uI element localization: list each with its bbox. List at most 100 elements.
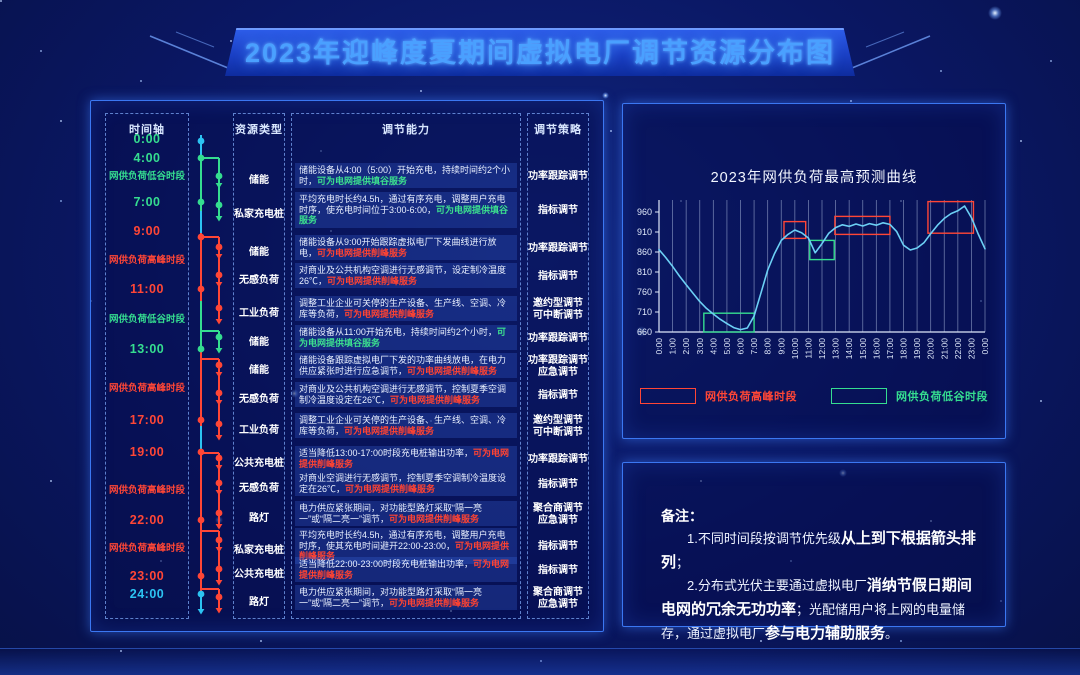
capability-row: 调整工业企业可关停的生产设备、生产线、空调、冷库等负荷，可为电网提供削峰服务: [295, 413, 517, 438]
period-label: 网供负荷高峰时段: [108, 543, 185, 554]
legend-item: 网供负荷低谷时段: [831, 388, 988, 404]
timeline-node: [215, 361, 223, 369]
capability-row: 储能设备从9:00开始跟踪虚拟电厂下发曲线进行放电，可为电网提供削峰服务: [295, 235, 517, 260]
capability-highlight: 可为电网提供填谷服务: [299, 327, 506, 348]
notes-panel: 备注： 1.不同时间段按调节优先级从上到下根据箭头排列； 2.分布式光伏主要通过虚…: [622, 462, 1006, 642]
strategy-line: 邀约型调节: [533, 414, 583, 426]
strategy-label: 功率跟踪调节: [523, 333, 593, 345]
resource-label: 储能: [249, 174, 269, 186]
capability-text: 对商业及公共机构空调进行无感调节，设定制冷温度26℃，: [299, 265, 507, 286]
capability-highlight: 可为电网提供填谷服务: [299, 204, 509, 226]
period-label: 网供负荷低谷时段: [108, 314, 185, 325]
strategy-label: 指标调节: [523, 205, 593, 217]
y-tick-label: 710: [637, 307, 652, 317]
notes-title: 备注：: [661, 508, 703, 524]
x-tick-label: 2:00: [681, 338, 691, 355]
strategy-line: 指标调节: [538, 478, 578, 490]
arrow-down-icon: [215, 183, 223, 189]
resource-label: 私家充电桩: [234, 544, 284, 556]
strategy-label: 功率跟踪调节: [523, 171, 593, 183]
timeline-node: [215, 509, 223, 517]
capability-text: 电力供应紧张期间，对功能型路灯采取“隔一亮一”或“隔二亮一”调节，: [299, 503, 482, 524]
arrow-down-icon: [215, 524, 223, 530]
y-tick-label: 960: [637, 207, 652, 217]
arrow-down-icon: [215, 216, 223, 222]
resource-type-header: 资源类型: [235, 124, 283, 136]
capability-text: 储能设备跟踪虚拟电厂下发的功率曲线放电，在电力供应紧张时进行应急调节，: [299, 355, 507, 376]
capability-row: 电力供应紧张期间，对功能型路灯采取“隔一亮一”或“隔二亮一”调节，可为电网提供削…: [295, 501, 517, 526]
time-label: 22:00: [129, 513, 165, 527]
capability-text: 电力供应紧张期间，对功能型路灯采取“隔一亮一”或“隔二亮一”调节，: [299, 587, 482, 608]
strategy-label: 聚合商调节 应急调节: [523, 503, 593, 527]
resource-label: 储能: [249, 336, 269, 348]
timeline-node: [215, 172, 223, 180]
x-tick-label: 16:00: [871, 338, 881, 360]
x-tick-label: 19:00: [912, 338, 922, 360]
arrow-down-icon: [215, 400, 223, 406]
note-text: 1.不同时间段按调节优先级: [687, 531, 841, 547]
capability-row: 平均充电时长约4.5h，通过有序充电，调整用户充电时序，使其充电时间避开22:0…: [295, 528, 517, 564]
strategy-line: 功率跟踪调节: [528, 453, 588, 465]
x-tick-label: 22:00: [953, 338, 963, 360]
arrow-down-icon: [215, 282, 223, 288]
timeline-node: [197, 233, 205, 241]
arrow-down-icon: [215, 254, 223, 260]
resource-label: 私家充电桩: [234, 208, 284, 220]
capability-text: 储能设备从11:00开始充电，持续时间约2个小时，: [299, 327, 497, 337]
x-tick-label: 14:00: [844, 338, 854, 360]
x-tick-label: 5:00: [722, 338, 732, 355]
arrow-down-icon: [215, 372, 223, 378]
note-text: 2.分布式光伏主要通过虚拟电厂: [687, 578, 867, 594]
capability-highlight: 可为电网提供削峰服务: [390, 394, 481, 405]
timeline-node: [215, 479, 223, 487]
strategy-line: 应急调节: [538, 598, 578, 610]
resource-label: 工业负荷: [239, 424, 279, 436]
resource-label: 储能: [249, 364, 269, 376]
strategy-line: 指标调节: [538, 270, 578, 282]
timeline-node: [215, 454, 223, 462]
capability-highlight: 可为电网提供削峰服务: [389, 513, 480, 524]
capability-row: 对商业空调进行无感调节，控制夏季空调制冷温度设定在26℃，可为电网提供削峰服务: [295, 471, 517, 496]
header-decoration: [149, 31, 931, 69]
resource-label: 公共充电桩: [234, 457, 284, 469]
x-tick-label: 23:00: [966, 338, 976, 360]
x-tick-label: 4:00: [708, 338, 718, 355]
valley-period-box: [703, 312, 755, 333]
capability-text: 平均充电时长约4.5h，通过有序充电，调整用户充电时序，使其充电时间避开22:0…: [299, 530, 506, 551]
note-text: 光配储用户将上网的电量储存，通过虚拟电厂: [661, 602, 966, 641]
timeline-node: [215, 389, 223, 397]
timeline-node: [197, 590, 205, 598]
y-tick-label: 860: [637, 247, 652, 257]
chart-title: 2023年网供负荷最高预测曲线: [710, 170, 918, 186]
note-emphasis: 参与电力辅助服务: [765, 624, 886, 642]
strategy-line: 功率跟踪调节: [528, 354, 588, 366]
timeline-node: [197, 137, 205, 145]
capability-text: 适当降低13:00-17:00时段充电桩输出功率，: [299, 448, 474, 458]
starfield-decoration: [0, 0, 2, 2]
strategy-column: 调节策略: [527, 113, 589, 619]
strategy-line: 指标调节: [538, 564, 578, 576]
strategy-line: 聚合商调节: [533, 586, 583, 598]
capability-row: 对商业及公共机构空调进行无感调节，控制夏季空调制冷温度设定在26℃，可为电网提供…: [295, 382, 517, 407]
time-axis-column: 时间轴: [105, 113, 189, 619]
timeline-node: [197, 572, 205, 580]
arrow-down-icon: [215, 608, 223, 614]
timeline-node: [197, 198, 205, 206]
period-label: 网供负荷高峰时段: [108, 255, 185, 266]
peak-period-box: [927, 200, 975, 234]
capability-row: 对商业及公共机构空调进行无感调节，设定制冷温度26℃，可为电网提供削峰服务: [295, 263, 517, 288]
strategy-line: 可中断调节: [533, 426, 583, 438]
capability-row: 调整工业企业可关停的生产设备、生产线、空调、冷库等负荷，可为电网提供削峰服务: [295, 296, 517, 321]
arrow-down-icon: [215, 319, 223, 325]
y-tick-label: 810: [637, 267, 652, 277]
legend-swatch-valley: [831, 388, 887, 404]
capability-text: 储能设备从4:00（5:00）开始充电，持续时间约2个小时，: [299, 165, 511, 186]
capability-row: 电力供应紧张期间，对功能型路灯采取“隔一亮一”或“隔二亮一”调节，可为电网提供削…: [295, 585, 517, 610]
capability-text: 储能设备从9:00开始跟踪虚拟电厂下发曲线进行放电，: [299, 237, 497, 258]
capability-text: 平均充电时长约4.5h，通过有序充电，调整用户充电时序，使充电时间位于3:00-…: [299, 194, 506, 215]
strategy-label: 功率跟踪调节: [523, 243, 593, 255]
valley-period-box: [809, 239, 835, 261]
legend-label: 网供负荷低谷时段: [896, 391, 988, 403]
x-tick-label: 0:00: [980, 338, 990, 355]
